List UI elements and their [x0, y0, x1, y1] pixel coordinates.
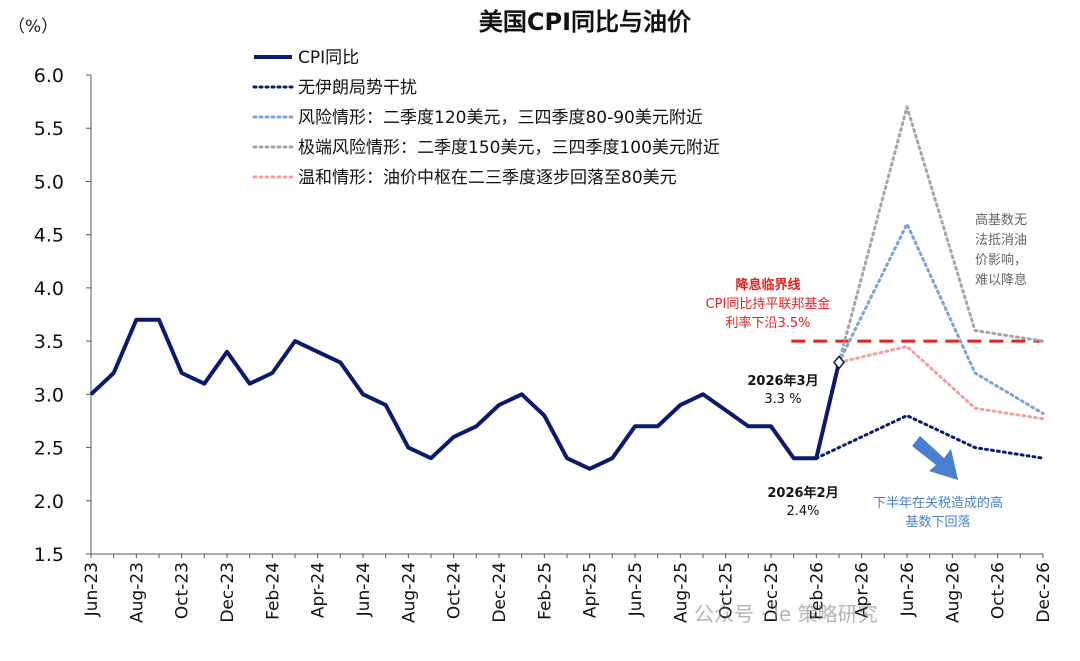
x-tick-label: Jun-23	[82, 562, 102, 617]
x-tick-label: Oct-24	[445, 562, 465, 619]
downward-arrow-icon	[912, 436, 958, 480]
threshold-annotation: 降息临界线 CPI同比持平联邦基金 利率下沿3.5%	[706, 277, 831, 331]
y-tick-label: 2.0	[34, 491, 64, 513]
y-tick-label: 3.5	[34, 331, 64, 353]
threshold-title: 降息临界线	[735, 277, 800, 293]
high-base-line-4: 难以降息	[975, 272, 1027, 288]
x-tick-label: Dec-26	[1034, 562, 1054, 623]
x-tick-label: Jun-26	[898, 562, 918, 617]
x-tick-label: Apr-25	[581, 562, 601, 618]
y-tick-label: 2.5	[34, 438, 64, 460]
chart-title: 美国CPI同比与油价	[479, 8, 692, 36]
x-tick-label: Aug-23	[127, 562, 147, 623]
x-tick-label: Oct-25	[717, 562, 737, 619]
march-annotation: 2026年3月 3.3 %	[747, 373, 818, 407]
x-tick-label: Feb-26	[807, 562, 827, 620]
legend: CPI同比无伊朗局势干扰风险情形：二季度120美元，三四季度80-90美元附近极…	[252, 48, 720, 188]
y-tick-label: 6.0	[34, 65, 64, 87]
february-annotation: 2026年2月 2.4%	[767, 485, 838, 519]
march-marker-diamond	[833, 355, 845, 370]
y-tick-label: 1.5	[34, 544, 64, 566]
arrow-shape	[912, 436, 958, 480]
x-tick-label: Apr-24	[309, 562, 329, 618]
series-line-4	[837, 344, 1045, 421]
x-tick-label: Feb-25	[535, 562, 555, 620]
x-tick-label: Apr-26	[853, 562, 873, 618]
x-tick-label: Aug-25	[671, 562, 691, 623]
x-tick-label: Aug-26	[943, 562, 963, 623]
high-base-line-3: 价影响，	[975, 252, 1027, 268]
x-tick-label: Dec-23	[218, 562, 238, 623]
threshold-line2: 利率下沿3.5%	[725, 315, 810, 331]
y-tick-labels: 6.0 5.5 5.0 4.5 4.0 3.5 3.0 2.5 2.0 1.5	[34, 65, 91, 566]
x-tick-label: Jun-24	[354, 562, 374, 617]
feb-label: 2026年2月	[767, 485, 838, 501]
x-tick-label: Dec-25	[762, 562, 782, 623]
y-axis-unit: （%）	[8, 17, 58, 37]
y-tick-label: 4.0	[34, 278, 64, 300]
y-tick-label: 3.0	[34, 384, 64, 406]
high-base-line-1: 高基数无	[975, 212, 1027, 228]
x-tick-labels: Jun-23 Aug-23 Oct-23 Dec-23 Feb-24 Apr-24 Jun-…	[82, 554, 1054, 623]
mar-value: 3.3 %	[764, 392, 801, 407]
fall-line-2: 基数下回落	[905, 515, 970, 530]
high-base-line-2: 法抵消油	[975, 233, 1027, 248]
legend-label: 极端风险情形：二季度150美元，三四季度100美元附近	[298, 138, 720, 158]
series-line-3	[837, 105, 1045, 364]
legend-label: CPI同比	[298, 48, 359, 68]
mar-label: 2026年3月	[747, 373, 818, 389]
series-lines	[89, 105, 1045, 471]
x-tick-label: Oct-26	[989, 562, 1009, 619]
watermark: 公众号 · Ie 策略研究	[694, 602, 878, 626]
y-tick-label: 5.5	[34, 118, 64, 140]
x-tick-label: Dec-24	[490, 562, 510, 623]
legend-label: 温和情形：油价中枢在二三季度逐步回落至80美元	[298, 168, 677, 188]
y-tick-label: 4.5	[34, 225, 64, 247]
march-marker	[833, 355, 845, 370]
x-tick-label: Feb-24	[263, 562, 283, 620]
series-line-0	[89, 317, 841, 471]
high-base-annotation: 高基数无 法抵消油 价影响， 难以降息	[975, 212, 1027, 288]
feb-value: 2.4%	[786, 504, 819, 519]
series-line-1	[814, 414, 1045, 460]
x-tick-label: Aug-24	[399, 562, 419, 623]
y-tick-label: 5.0	[34, 171, 64, 193]
fall-annotation: 下半年在关税造成的高 基数下回落	[873, 495, 1003, 530]
legend-label: 无伊朗局势干扰	[298, 78, 417, 98]
x-tick-label: Oct-23	[173, 562, 193, 619]
fall-line-1: 下半年在关税造成的高	[873, 495, 1003, 511]
x-tick-label: Jun-25	[626, 562, 646, 617]
series-line-2	[837, 222, 1045, 415]
legend-label: 风险情形：二季度120美元，三四季度80-90美元附近	[298, 108, 703, 128]
threshold-line1: CPI同比持平联邦基金	[706, 296, 831, 312]
